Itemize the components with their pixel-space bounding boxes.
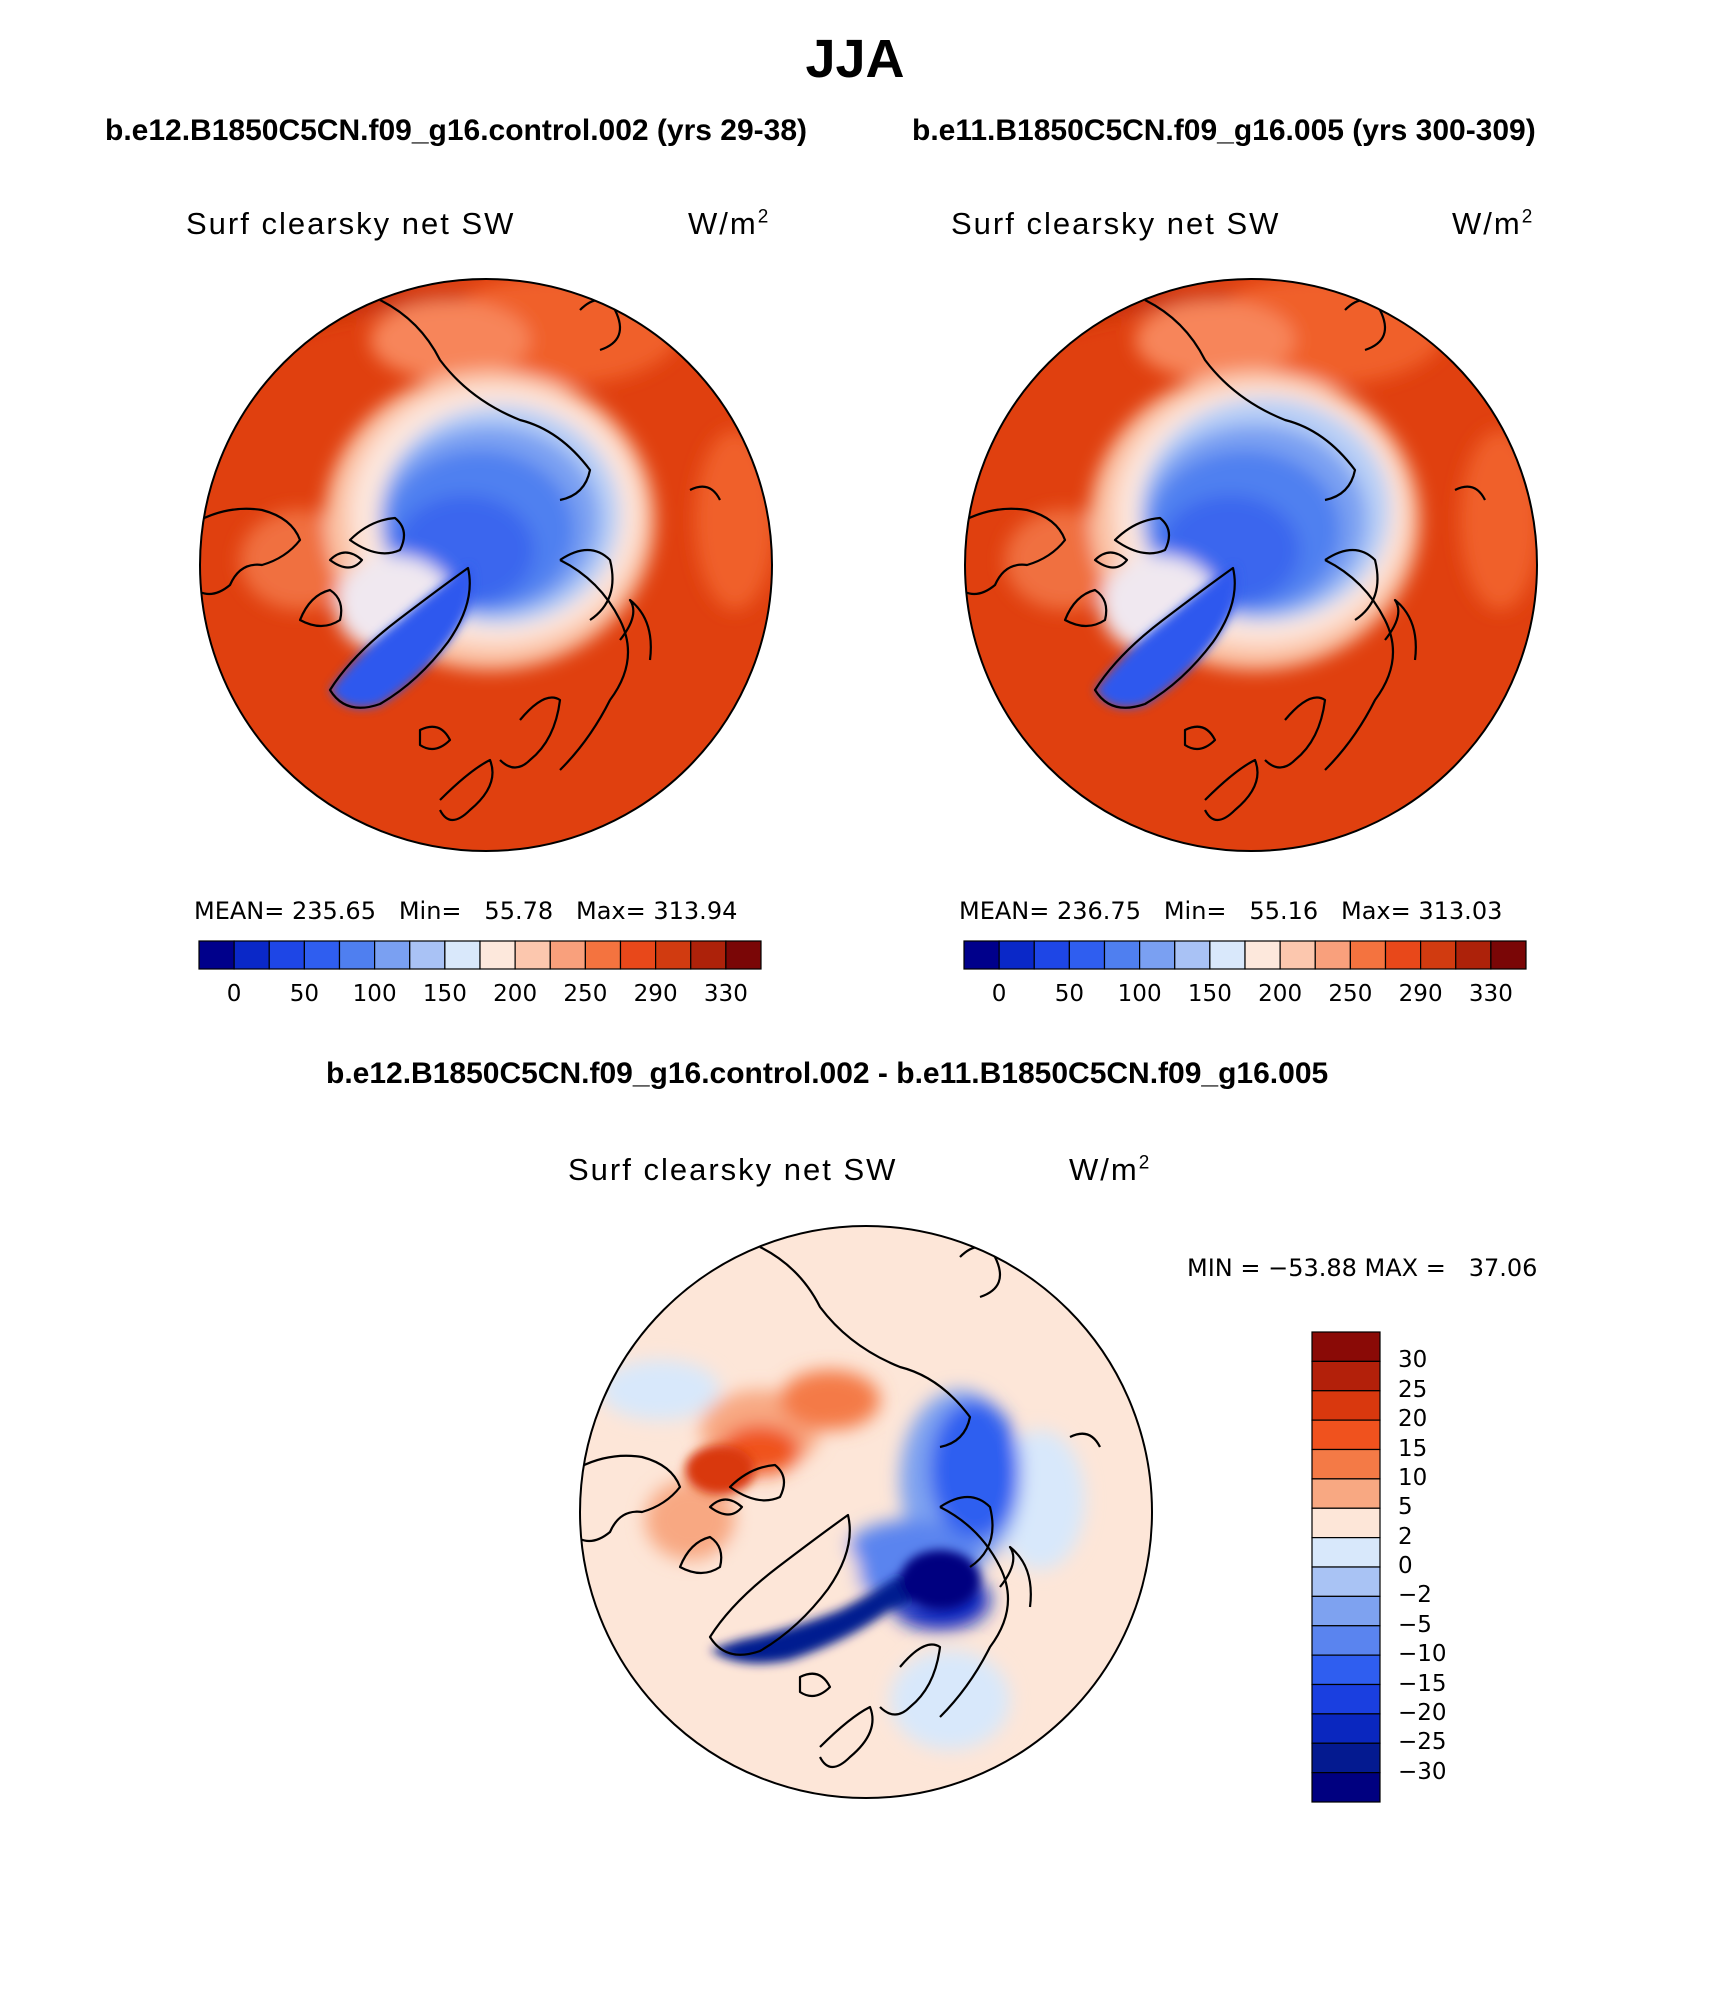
right-colorbar-swatch	[1244, 940, 1281, 970]
right-colorbar-swatch	[1174, 940, 1211, 970]
left-polar-map	[199, 278, 773, 852]
diff-units-label: W/m2	[1069, 1152, 1152, 1187]
left-colorbar-tick-label: 330	[703, 981, 748, 1007]
diff-colorbar-swatch	[1311, 1625, 1381, 1656]
diff-colorbar-tick-label: −2	[1398, 1582, 1432, 1609]
right-colorbar-tick-label: 250	[1328, 981, 1373, 1007]
diff-colorbar-swatch	[1311, 1713, 1381, 1744]
diff-colorbar-tick-label: −15	[1398, 1670, 1447, 1697]
diff-colorbar-tick-label: 10	[1398, 1464, 1428, 1491]
diff-stats: MIN = −53.88 MAX = 37.06	[1187, 1254, 1538, 1282]
diff-colorbar-swatch	[1311, 1419, 1381, 1451]
right-colorbar-swatch	[1033, 940, 1070, 970]
right-colorbar-swatch	[1314, 940, 1351, 970]
difference-polar-map	[579, 1225, 1153, 1799]
left-colorbar-tick-label: 50	[289, 981, 320, 1007]
diff-colorbar-swatch	[1311, 1566, 1381, 1597]
diff-colorbar-swatch	[1311, 1390, 1381, 1421]
diff-colorbar-tick-label: 0	[1398, 1553, 1413, 1579]
left-colorbar-tick-label: 200	[493, 981, 538, 1007]
right-colorbar-swatch	[1384, 940, 1422, 970]
diff-colorbar-swatch	[1311, 1537, 1381, 1568]
diff-colorbar-swatch	[1311, 1595, 1381, 1627]
left-colorbar-tick-label: 0	[226, 981, 242, 1007]
right-colorbar-swatch	[1349, 940, 1387, 970]
right-colorbar-swatch	[1420, 940, 1457, 970]
diff-colorbar-tick-label: −30	[1398, 1758, 1447, 1785]
diff-colorbar-swatch	[1311, 1683, 1381, 1715]
left-colorbar-swatch	[479, 940, 516, 970]
left-case-title: b.e12.B1850C5CN.f09_g16.control.002 (yrs…	[105, 114, 808, 147]
right-colorbar-swatch	[1279, 940, 1316, 970]
right-variable-label: Surf clearsky net SW	[951, 206, 1281, 241]
diff-colorbar-swatch	[1311, 1772, 1381, 1803]
diff-colorbar-swatch	[1311, 1331, 1381, 1362]
left-colorbar-swatch	[725, 940, 762, 970]
diff-colorbar-swatch	[1311, 1654, 1381, 1686]
diff-colorbar-swatch	[1311, 1742, 1381, 1774]
right-colorbar-swatch	[1139, 940, 1176, 970]
left-colorbar-swatch	[198, 940, 235, 970]
diff-colorbar-tick-label: −25	[1398, 1729, 1447, 1756]
left-variable-label: Surf clearsky net SW	[186, 206, 516, 241]
right-units-label: W/m2	[1452, 206, 1535, 241]
diff-colorbar-swatch	[1311, 1360, 1381, 1392]
season-title: JJA	[805, 29, 905, 89]
left-colorbar-swatch	[374, 940, 411, 970]
left-colorbar-swatch	[268, 940, 305, 970]
left-colorbar-swatch	[690, 940, 727, 970]
left-colorbar-swatch	[655, 940, 692, 970]
left-colorbar-swatch	[619, 940, 657, 970]
left-colorbar-tick-label: 250	[563, 981, 608, 1007]
left-colorbar-swatch	[514, 940, 551, 970]
diff-colorbar-tick-label: 15	[1398, 1435, 1428, 1462]
left-stats: MEAN= 235.65 Min= 55.78 Max= 313.94	[194, 897, 738, 925]
left-colorbar-tick-label: 100	[352, 981, 397, 1007]
right-colorbar-swatch	[998, 940, 1035, 970]
diff-colorbar-swatch	[1311, 1448, 1381, 1480]
right-colorbar-swatch	[1068, 940, 1106, 970]
right-colorbar-tick-label: 200	[1258, 981, 1303, 1007]
right-colorbar-tick-label: 0	[991, 981, 1007, 1007]
right-colorbar-swatch	[1103, 940, 1141, 970]
left-colorbar-swatch	[584, 940, 622, 970]
left-colorbar-swatch	[409, 940, 446, 970]
right-colorbar-tick-label: 330	[1468, 981, 1513, 1007]
right-stats: MEAN= 236.75 Min= 55.16 Max= 313.03	[959, 897, 1503, 925]
right-colorbar-tick-label: 50	[1054, 981, 1085, 1007]
left-units-label: W/m2	[688, 206, 771, 241]
left-colorbar-tick-label: 290	[633, 981, 678, 1007]
left-colorbar-swatch	[444, 940, 481, 970]
right-colorbar-tick-label: 290	[1398, 981, 1443, 1007]
right-colorbar-swatch	[1209, 940, 1246, 970]
diff-colorbar-tick-label: 20	[1398, 1406, 1428, 1433]
left-colorbar-swatch	[338, 940, 376, 970]
right-colorbar-tick-label: 100	[1117, 981, 1162, 1007]
diff-colorbar-tick-label: −10	[1398, 1641, 1447, 1668]
diff-colorbar-tick-label: 2	[1398, 1523, 1413, 1550]
right-colorbar-tick-label: 150	[1187, 981, 1232, 1007]
left-colorbar-swatch	[549, 940, 586, 970]
colorbars	[198, 940, 1527, 1803]
diff-variable-label: Surf clearsky net SW	[568, 1152, 898, 1187]
right-polar-map	[964, 278, 1538, 852]
right-colorbar-swatch	[1490, 940, 1527, 970]
left-colorbar-swatch	[303, 940, 341, 970]
diff-colorbar-tick-label: 25	[1398, 1376, 1428, 1403]
diff-colorbar-tick-label: 5	[1398, 1494, 1413, 1521]
difference-title: b.e12.B1850C5CN.f09_g16.control.002 - b.…	[326, 1057, 1329, 1090]
right-colorbar-swatch	[963, 940, 1000, 970]
left-colorbar-swatch	[233, 940, 270, 970]
diff-colorbar-swatch	[1311, 1478, 1381, 1509]
diff-colorbar-tick-label: −5	[1398, 1611, 1432, 1638]
left-colorbar-tick-label: 150	[422, 981, 467, 1007]
right-case-title: b.e11.B1850C5CN.f09_g16.005 (yrs 300-309…	[912, 114, 1536, 147]
right-colorbar-swatch	[1455, 940, 1492, 970]
diff-colorbar-tick-label: 30	[1398, 1347, 1428, 1374]
diff-colorbar-tick-label: −20	[1398, 1699, 1447, 1726]
diff-colorbar-swatch	[1311, 1507, 1381, 1539]
